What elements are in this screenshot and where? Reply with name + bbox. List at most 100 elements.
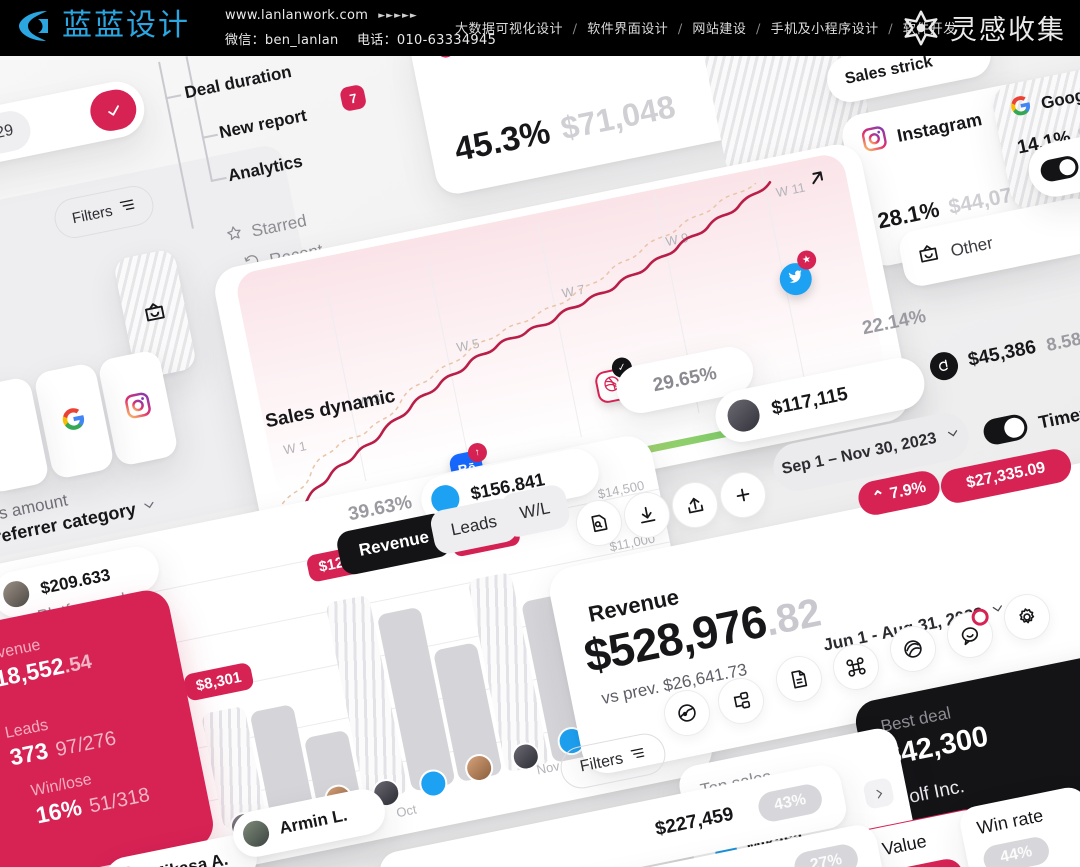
referrer-name-instagram: Instagram [895, 109, 984, 146]
toolbar-document-button[interactable] [771, 651, 827, 707]
filters-label: Filters [578, 750, 625, 776]
avg-row-value-leads: 373 [7, 737, 51, 771]
command-icon [846, 657, 866, 677]
arrow-up-right-icon [804, 165, 831, 196]
sidebar-item-label-starred: Starred [249, 210, 309, 241]
arrows-decoration: ►►►►► [378, 10, 418, 21]
nav-item-0: 大数据可视化设计 [455, 22, 564, 37]
toolbar-chat-button[interactable] [942, 607, 998, 663]
referrer-panel-title: Deals amount by referrer category [0, 452, 265, 554]
chevron-down-icon[interactable] [427, 863, 446, 867]
filters-button-left[interactable]: Filters [51, 182, 157, 242]
dribbble-label: Dribbble [462, 56, 538, 57]
inspiration-text: 灵感收集 [950, 14, 1066, 46]
toolbar-command-button[interactable] [828, 639, 884, 695]
bottom-row-amount: $227,459 [653, 803, 736, 841]
crunchbase-icon [927, 349, 961, 383]
platform-tile-other[interactable] [112, 248, 198, 380]
referrer-card-other[interactable]: Other [896, 195, 1080, 289]
sidebar-item-analytics[interactable]: Analytics [226, 151, 305, 186]
platform-tile-google[interactable] [32, 361, 116, 481]
pagination-control[interactable]: 12 29 [0, 76, 150, 178]
filter-icon [629, 745, 648, 768]
filter-icon [118, 195, 138, 219]
timeframe-toggle[interactable]: Timeframe [980, 375, 1080, 454]
chevron-down-icon[interactable] [141, 495, 159, 518]
other-icon [140, 297, 169, 330]
metric-tab-label: W/L [518, 498, 552, 523]
chevron-down-icon[interactable] [944, 425, 962, 446]
avatar [722, 394, 765, 437]
check-icon [107, 104, 119, 116]
brand-logo: 蓝蓝设计 [14, 6, 190, 46]
plus-icon [736, 488, 750, 502]
toolbar-add-button[interactable] [715, 467, 771, 523]
google-icon [1007, 92, 1035, 124]
document-icon [791, 670, 808, 689]
toolbar-analytics-button[interactable] [659, 685, 715, 741]
layers-icon [904, 640, 922, 658]
avatar [0, 576, 34, 612]
toolbar-share-button[interactable] [667, 477, 723, 533]
new-report-badge: 7 [338, 83, 368, 113]
crunchbase-row[interactable]: $45,386 8.58% [926, 302, 1080, 391]
avatar [110, 862, 146, 867]
crunchbase-percent: 8.58% [1044, 324, 1080, 355]
chevron-down-icon[interactable] [989, 600, 1007, 621]
x-tick-nov: Nov [535, 758, 561, 778]
win-rate-label: Win rate [975, 805, 1045, 839]
dribbble-summary-card[interactable]: 45.3% $71,048 Dribbble [406, 56, 766, 198]
x-tick-oct: Oct [394, 801, 418, 821]
phone-info: 电话：010-63334945 [356, 33, 497, 48]
date-range-chart-pill[interactable]: Sep 1 – Nov 30, 2023 [769, 408, 973, 496]
wechat-info: 微信：ben_lanlan [225, 33, 339, 48]
toggle-switch-icon[interactable] [1038, 154, 1080, 184]
filters-button-bottom[interactable]: Filters [556, 729, 670, 793]
contact-info: www.lanlanwork.com ►►►►► 微信：ben_lanlan 电… [225, 8, 496, 48]
data-label-sep: $8,301 [182, 661, 255, 702]
stat-chip-value: 29.65% [651, 362, 719, 397]
chart-marker-twitter[interactable]: ★ [776, 248, 818, 298]
top-sales-card[interactable]: Top sales 72 Mikasa [675, 725, 919, 867]
toggle-switch-icon[interactable] [981, 412, 1030, 447]
google-icon [58, 403, 90, 439]
toolbar-settings-button[interactable] [999, 589, 1055, 645]
other-icon [915, 240, 943, 272]
sitemap-icon [733, 691, 751, 709]
toolbar-sitemap-button[interactable] [713, 673, 769, 729]
sidebar-item-deal-duration[interactable]: Deal duration [182, 61, 294, 103]
sidebar-item-new-report[interactable]: New report [217, 105, 309, 143]
instagram-icon [122, 390, 155, 427]
file-search-icon [591, 514, 608, 533]
filters-label: Filters [70, 201, 114, 227]
toolbar-file-search-button[interactable] [571, 495, 627, 551]
sales-dynamic-lines [281, 180, 772, 522]
nav-item-3: 手机及小程序设计 [770, 22, 879, 37]
bottom-row-chip: 27% [791, 841, 861, 867]
referrer-card-instagram[interactable]: Instagram 28.1% $44,072 [838, 80, 1056, 270]
sidebar-item-starred[interactable]: Starred [224, 210, 308, 248]
person-chip-name: Mikasa A. [149, 849, 230, 867]
referrer-name-google: Google [1039, 82, 1080, 113]
confirm-check-button[interactable] [86, 86, 140, 135]
revenue-summary-panel: Revenue $528,976 .82 vs prev. $26,641.73… [545, 448, 1080, 778]
timeframe-label: Timeframe [1036, 394, 1080, 433]
tree-trunk-2 [185, 56, 213, 183]
toolbar-layers-button[interactable] [885, 621, 941, 677]
page-total[interactable]: 29 [0, 107, 35, 158]
chevron-right-icon[interactable] [862, 776, 896, 810]
analytics-icon [678, 704, 696, 722]
platform-tile-instagram[interactable] [96, 348, 180, 468]
inspiration-brand: 灵感收集 [900, 7, 1066, 54]
avg-row-sub-leads: 97/276 [53, 727, 119, 762]
avg-row-sub-winlose: 51/318 [87, 783, 152, 818]
share-icon [688, 497, 704, 514]
revenue-decimals: .82 [761, 590, 825, 645]
toolbar-download-button[interactable] [619, 487, 675, 543]
crunchbase-amount: $45,386 [966, 336, 1038, 371]
metric-tab-label: Revenue [357, 527, 431, 560]
tooltip-text: Sales strick [843, 56, 935, 88]
referrer-name-other: Other [948, 233, 995, 261]
referrer-card-google[interactable]: Google 14.1% $4 [989, 56, 1080, 214]
tree-branch-2 [210, 176, 227, 182]
